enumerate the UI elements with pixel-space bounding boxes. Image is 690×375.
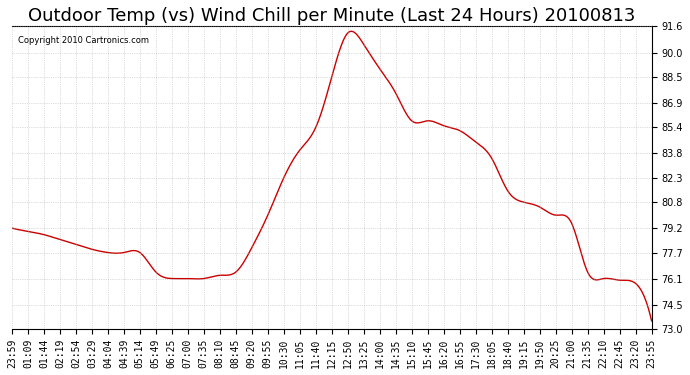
Title: Outdoor Temp (vs) Wind Chill per Minute (Last 24 Hours) 20100813: Outdoor Temp (vs) Wind Chill per Minute … — [28, 7, 635, 25]
Text: Copyright 2010 Cartronics.com: Copyright 2010 Cartronics.com — [19, 36, 149, 45]
